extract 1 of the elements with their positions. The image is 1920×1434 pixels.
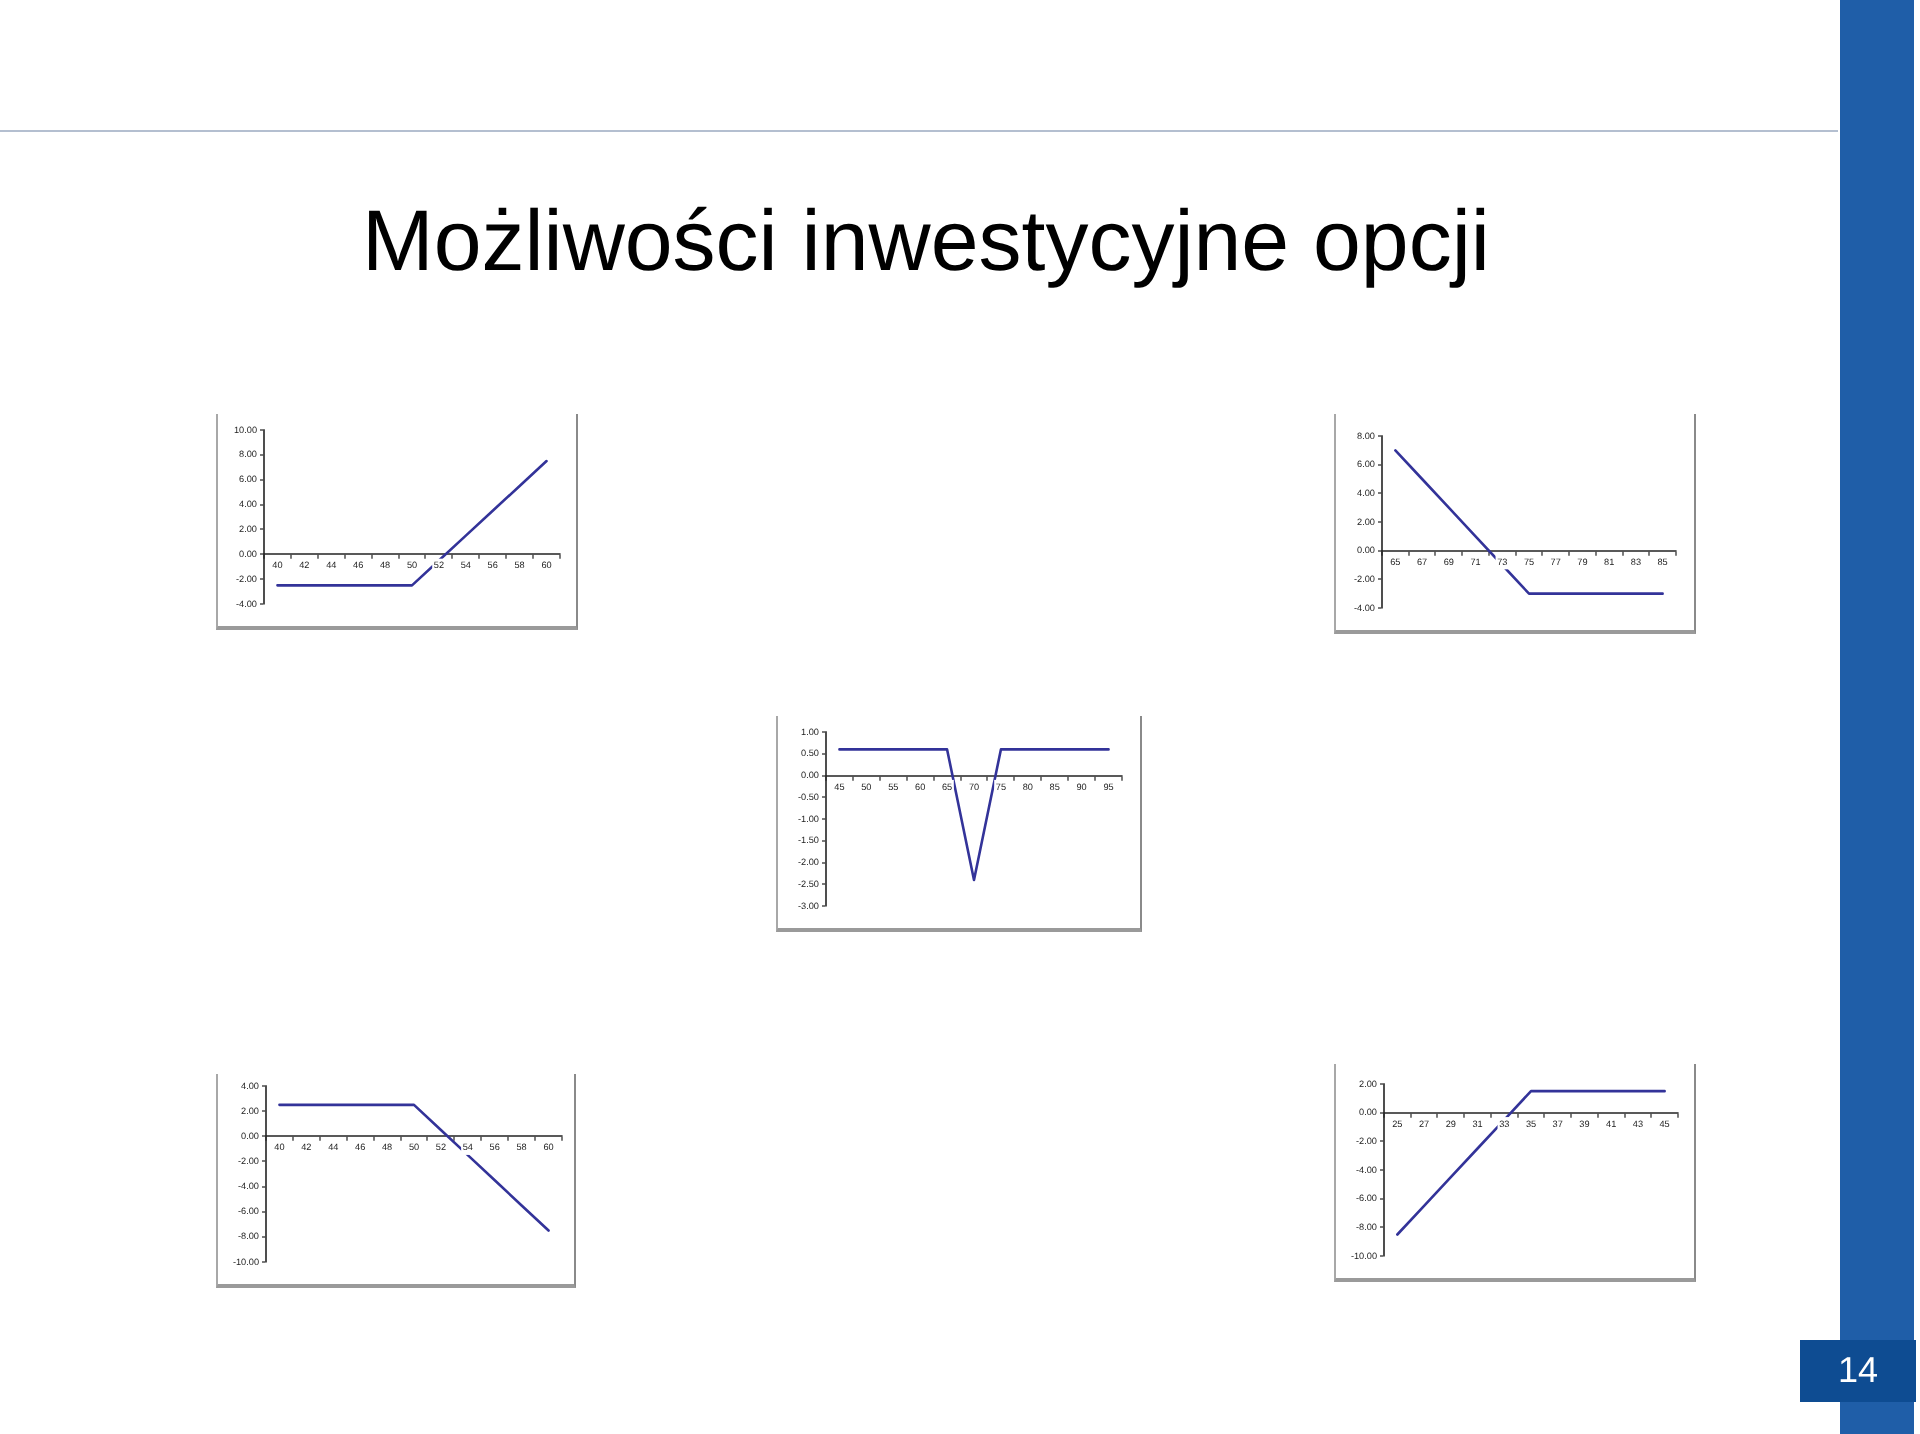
text: Możliwości inwestycyjne opcji: [362, 192, 1490, 292]
